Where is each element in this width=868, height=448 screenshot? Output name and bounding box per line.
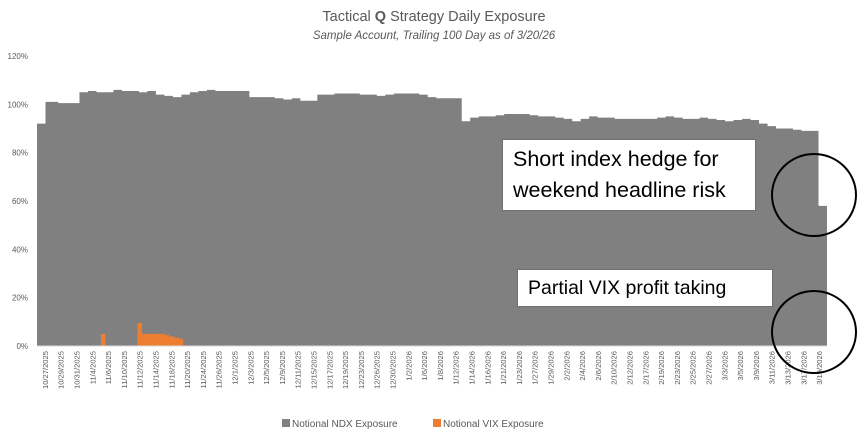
x-tick-label: 12/1/2025 bbox=[231, 351, 240, 385]
x-tick-label: 10/31/2025 bbox=[73, 351, 82, 389]
x-tick-label: 10/29/2025 bbox=[57, 351, 66, 389]
x-tick-label: 1/12/2026 bbox=[452, 351, 461, 385]
y-tick-label: 40% bbox=[12, 245, 28, 254]
x-tick-label: 1/23/2026 bbox=[515, 351, 524, 385]
x-tick-label: 2/23/2026 bbox=[673, 351, 682, 385]
x-tick-label: 11/12/2025 bbox=[136, 351, 145, 388]
x-tick-label: 12/9/2025 bbox=[278, 351, 287, 385]
x-tick-label: 11/10/2025 bbox=[120, 351, 129, 388]
x-tick-label: 12/3/2025 bbox=[246, 351, 255, 385]
x-tick-label: 2/17/2026 bbox=[641, 351, 650, 385]
x-tick-label: 12/30/2025 bbox=[389, 351, 398, 389]
x-tick-label: 12/15/2025 bbox=[310, 351, 319, 389]
legend-vix-swatch bbox=[433, 419, 441, 427]
x-tick-label: 3/9/2026 bbox=[752, 351, 761, 381]
x-axis-ticks: 10/27/2025 10/29/2025 10/31/2025 11/4/2025 1… bbox=[41, 351, 824, 389]
x-tick-label: 12/19/2025 bbox=[341, 351, 350, 389]
series-area-ndx bbox=[37, 89, 827, 346]
y-tick-label: 60% bbox=[12, 197, 28, 206]
legend-ndx-swatch bbox=[282, 419, 290, 427]
hedge-annotation-line2: weekend headline risk bbox=[513, 178, 726, 202]
x-tick-label: 2/25/2026 bbox=[689, 351, 698, 385]
x-tick-label: 2/4/2026 bbox=[578, 351, 587, 381]
x-tick-label: 2/2/2026 bbox=[562, 351, 571, 381]
x-tick-label: 10/27/2025 bbox=[41, 351, 50, 389]
x-tick-label: 1/2/2026 bbox=[404, 351, 413, 381]
x-tick-label: 11/4/2025 bbox=[88, 351, 97, 384]
y-tick-label: 0% bbox=[16, 342, 28, 351]
x-tick-label: 11/18/2025 bbox=[167, 351, 176, 388]
vix-highlight-circle bbox=[771, 290, 857, 374]
y-tick-label: 20% bbox=[12, 294, 28, 303]
x-tick-label: 1/8/2026 bbox=[436, 351, 445, 381]
x-tick-label: 12/5/2025 bbox=[262, 351, 271, 385]
x-tick-label: 2/10/2026 bbox=[610, 351, 619, 385]
x-tick-label: 11/14/2025 bbox=[152, 351, 161, 388]
vix-annotation-box: Partial VIX profit taking bbox=[517, 269, 773, 307]
x-tick-label: 3/5/2026 bbox=[736, 351, 745, 381]
hedge-highlight-circle bbox=[771, 153, 857, 237]
x-tick-label: 3/11/2026 bbox=[768, 351, 777, 384]
x-tick-label: 1/27/2026 bbox=[531, 351, 540, 385]
chart-title: Tactical Q Strategy Daily Exposure bbox=[322, 9, 545, 25]
x-tick-label: 1/21/2026 bbox=[499, 351, 508, 385]
x-tick-label: 1/29/2026 bbox=[547, 351, 556, 385]
hedge-annotation-box: Short index hedge for weekend headline r… bbox=[502, 139, 756, 211]
x-tick-label: 1/6/2026 bbox=[420, 351, 429, 381]
y-tick-label: 100% bbox=[8, 100, 28, 109]
x-tick-label: 3/13/2026 bbox=[784, 351, 793, 385]
x-tick-label: 2/19/2026 bbox=[657, 351, 666, 385]
hedge-annotation-line1: Short index hedge for bbox=[513, 147, 719, 171]
legend-ndx-label: Notional NDX Exposure bbox=[292, 419, 398, 430]
x-tick-label: 11/24/2025 bbox=[199, 351, 208, 388]
legend-vix-label: Notional VIX Exposure bbox=[443, 419, 544, 430]
x-tick-label: 11/20/2025 bbox=[183, 351, 192, 388]
y-axis-ticks: 0% 20% 40% 60% 80% 100% 120% bbox=[8, 52, 28, 351]
chart-subtitle: Sample Account, Trailing 100 Day as of 3… bbox=[313, 30, 556, 42]
x-tick-label: 1/14/2026 bbox=[468, 351, 477, 385]
x-tick-label: 12/11/2025 bbox=[294, 351, 303, 388]
x-tick-label: 12/26/2025 bbox=[373, 351, 382, 389]
x-tick-label: 2/27/2026 bbox=[705, 351, 714, 385]
ndx-exposure-series bbox=[37, 89, 827, 346]
y-tick-label: 80% bbox=[12, 149, 28, 158]
x-tick-label: 12/23/2025 bbox=[357, 351, 366, 389]
x-tick-label: 11/26/2025 bbox=[215, 351, 224, 388]
x-tick-label: 3/3/2026 bbox=[720, 351, 729, 381]
x-tick-label: 11/6/2025 bbox=[104, 351, 113, 384]
x-tick-label: 2/12/2026 bbox=[626, 351, 635, 385]
legend: Notional NDX Exposure Notional VIX Expos… bbox=[282, 419, 544, 430]
x-tick-label: 12/17/2025 bbox=[325, 351, 334, 389]
y-tick-label: 120% bbox=[8, 52, 28, 61]
x-tick-label: 2/6/2026 bbox=[594, 351, 603, 381]
x-tick-label: 1/16/2026 bbox=[483, 351, 492, 385]
